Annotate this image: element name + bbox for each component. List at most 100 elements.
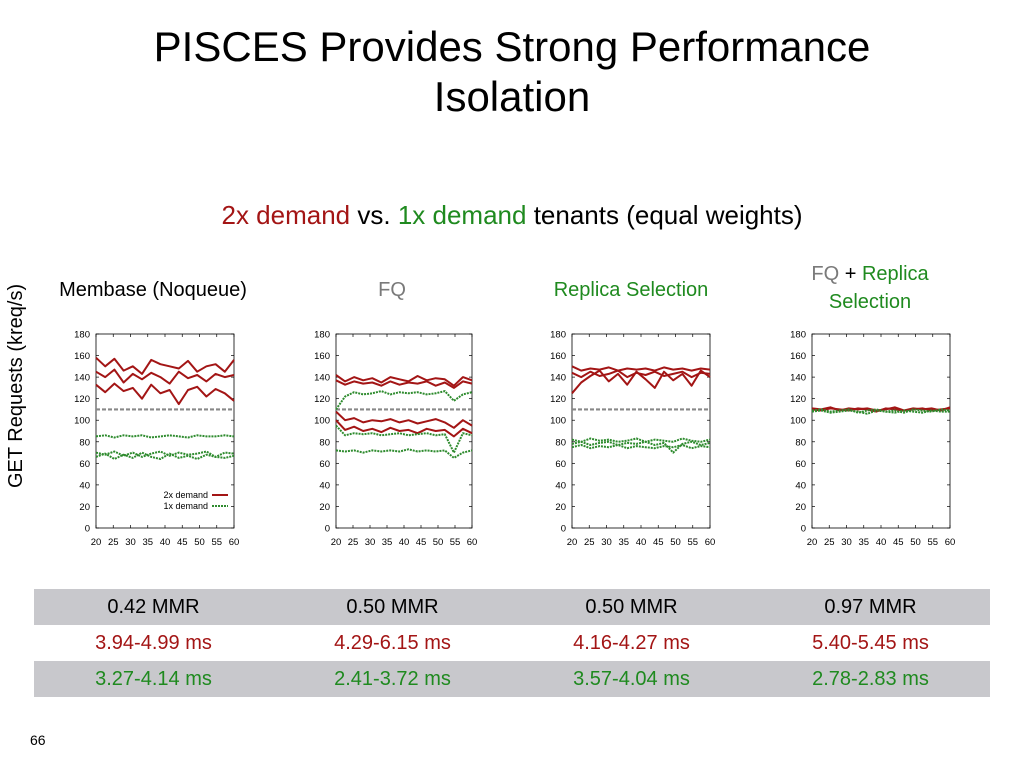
x-tick-label: 40 <box>399 537 410 548</box>
table-cell: 3.94-4.99 ms <box>95 631 212 654</box>
table-cell: 0.50 MMR <box>273 589 512 625</box>
x-tick-label: 60 <box>705 537 716 548</box>
x-tick-label: 30 <box>601 537 612 548</box>
x-tick-label: 50 <box>433 537 444 548</box>
x-tick-label: 35 <box>142 537 153 548</box>
table-cell: 3.57-4.04 ms <box>512 661 751 697</box>
subtitle-1x-demand: 1x demand <box>397 200 527 230</box>
y-tick-label: 140 <box>790 373 806 384</box>
y-tick-label: 120 <box>74 394 90 405</box>
y-tick-label: 40 <box>319 480 330 491</box>
y-tick-label: 100 <box>314 416 330 427</box>
series-2x-demand-line <box>95 368 235 385</box>
y-tick-label: 20 <box>319 502 330 513</box>
legend-label: 1x demand <box>163 501 208 511</box>
table-cell: 0.97 MMR <box>751 589 990 625</box>
panel-title-replica-selection: Replica Selection <box>520 276 742 304</box>
x-tick-label: 45 <box>893 537 904 548</box>
slide-title-line2: Isolation <box>433 73 591 120</box>
series-1x-demand-line <box>811 409 950 415</box>
x-tick-label: 30 <box>841 537 852 548</box>
table-row-latency-2x: 3.94-4.99 ms 4.29-6.15 ms 4.16-4.27 ms 5… <box>34 625 990 661</box>
x-tick-label: 25 <box>824 537 835 548</box>
y-tick-label: 180 <box>550 330 566 341</box>
x-tick-label: 45 <box>653 537 664 548</box>
y-tick-label: 140 <box>314 373 330 384</box>
x-tick-label: 35 <box>618 537 629 548</box>
x-tick-label: 30 <box>125 537 136 548</box>
y-tick-label: 40 <box>795 480 806 491</box>
panel-title-replica-text: Replica Selection <box>553 279 709 301</box>
y-tick-label: 0 <box>85 524 90 535</box>
panel-title-fq-part: FQ <box>811 263 840 285</box>
panel-title-replica-part: Replica Selection <box>828 263 929 313</box>
table-cell: 0.42 MMR <box>34 589 273 625</box>
y-tick-label: 60 <box>795 459 806 470</box>
y-tick-label: 180 <box>790 330 806 341</box>
panel-title-fq: FQ <box>292 276 492 304</box>
panel-title-membase-text: Membase (Noqueue) <box>59 279 247 301</box>
series-1x-demand-line <box>95 451 235 460</box>
y-tick-label: 160 <box>790 351 806 362</box>
series-2x-demand-line <box>335 419 473 438</box>
y-tick-label: 180 <box>74 330 90 341</box>
x-tick-label: 20 <box>331 537 342 548</box>
x-tick-label: 45 <box>177 537 188 548</box>
subtitle-2x-demand: 2x demand <box>221 200 351 230</box>
x-tick-label: 60 <box>467 537 478 548</box>
table-cell: 5.40-5.45 ms <box>812 631 929 654</box>
series-1x-demand-line <box>95 450 235 458</box>
panel-title-fq-replica: FQ + Replica Selection <box>772 260 968 316</box>
y-tick-label: 80 <box>79 437 90 448</box>
x-tick-label: 35 <box>858 537 869 548</box>
x-tick-label: 25 <box>584 537 595 548</box>
panel-title-plus: + <box>839 263 862 285</box>
y-tick-label: 40 <box>555 480 566 491</box>
y-tick-label: 60 <box>555 459 566 470</box>
table-cell: 3.27-4.14 ms <box>34 661 273 697</box>
series-1x-demand-line <box>571 444 711 450</box>
panel-title-fq-text: FQ <box>378 279 406 301</box>
x-tick-label: 20 <box>807 537 818 548</box>
y-tick-label: 60 <box>79 459 90 470</box>
legend-label: 2x demand <box>163 490 208 500</box>
x-tick-label: 40 <box>160 537 171 548</box>
series-2x-demand-line <box>571 365 711 372</box>
y-tick-label: 120 <box>550 394 566 405</box>
plot-frame <box>571 333 711 529</box>
y-tick-label: 160 <box>550 351 566 362</box>
series-1x-demand-line <box>571 437 711 443</box>
slide-subtitle: 2x demand vs. 1x demand tenants (equal w… <box>0 200 1024 231</box>
y-tick-label: 180 <box>314 330 330 341</box>
y-tick-label: 0 <box>325 524 330 535</box>
table-row-mmr: 0.42 MMR 0.50 MMR 0.50 MMR 0.97 MMR <box>34 589 990 625</box>
y-tick-label: 100 <box>790 416 806 427</box>
y-tick-label: 100 <box>550 416 566 427</box>
panel-title-membase: Membase (Noqueue) <box>30 276 276 304</box>
x-tick-label: 25 <box>348 537 359 548</box>
slide-title: PISCES Provides Strong Performance Isola… <box>0 22 1024 122</box>
table-cell: 0.50 MMR <box>512 589 751 625</box>
x-tick-label: 60 <box>229 537 240 548</box>
y-tick-label: 20 <box>79 502 90 513</box>
x-tick-label: 55 <box>450 537 461 548</box>
y-tick-label: 80 <box>795 437 806 448</box>
x-tick-label: 45 <box>416 537 427 548</box>
subtitle-vs: vs. <box>350 200 398 230</box>
x-tick-label: 55 <box>927 537 938 548</box>
series-1x-demand-line <box>335 424 473 454</box>
x-tick-label: 40 <box>876 537 887 548</box>
series-2x-demand-line <box>335 379 473 389</box>
y-tick-label: 120 <box>790 394 806 405</box>
table-cell: 4.16-4.27 ms <box>573 631 690 654</box>
y-tick-label: 0 <box>561 524 566 535</box>
series-2x-demand-line <box>571 369 711 394</box>
series-1x-demand-line <box>95 434 235 439</box>
series-2x-demand-line <box>335 410 473 429</box>
table-cell: 2.78-2.83 ms <box>751 661 990 697</box>
x-tick-label: 55 <box>687 537 698 548</box>
y-tick-label: 160 <box>314 351 330 362</box>
y-tick-label: 160 <box>74 351 90 362</box>
x-tick-label: 30 <box>365 537 376 548</box>
